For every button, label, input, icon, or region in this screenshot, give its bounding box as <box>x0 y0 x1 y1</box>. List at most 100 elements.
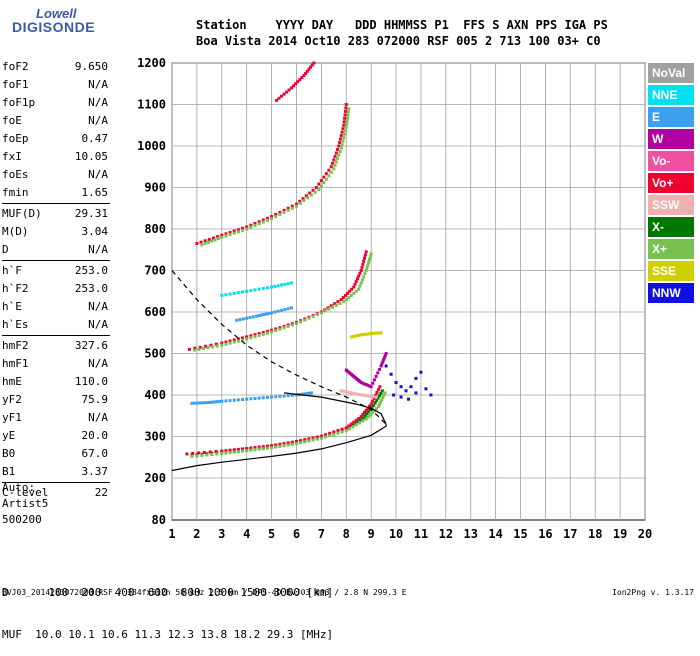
echo-point <box>362 275 366 279</box>
param-row: foEs N/A <box>2 166 108 184</box>
echo-point <box>356 420 360 424</box>
echo-point <box>341 127 345 131</box>
param-label: C-level <box>2 486 49 499</box>
echo-point <box>215 452 219 456</box>
echo-point <box>311 314 315 318</box>
echo-point <box>185 452 189 456</box>
echo-point <box>282 394 286 398</box>
echo-point <box>296 80 300 84</box>
echo-point <box>343 109 347 113</box>
param-row: B0 67.0 <box>2 445 108 463</box>
profile-solid-line <box>171 392 387 472</box>
echo-point <box>311 188 315 192</box>
echo-point <box>336 156 340 160</box>
echo-point <box>338 301 342 305</box>
param-row: h`E N/A <box>2 298 108 316</box>
echo-point <box>352 291 356 295</box>
param-separator <box>2 203 110 204</box>
echo-point <box>354 289 358 293</box>
echo-point <box>378 402 382 406</box>
echo-point <box>353 282 357 286</box>
echo-point <box>344 125 348 129</box>
echo-point <box>380 398 384 402</box>
echo-point <box>282 444 286 448</box>
echo-point <box>261 396 265 400</box>
echo-point <box>367 332 371 336</box>
echo-point <box>319 311 323 315</box>
echo-point <box>356 334 360 338</box>
echo-point <box>220 233 224 237</box>
param-value: N/A <box>88 243 108 256</box>
x-tick-label: 3 <box>218 527 225 541</box>
x-tick-label: 12 <box>439 527 453 541</box>
echo-point <box>232 229 236 233</box>
echo-point <box>366 332 370 336</box>
x-tick-label: 1 <box>168 527 175 541</box>
echo-point <box>202 401 206 405</box>
echo-point <box>195 242 199 246</box>
echo-point <box>346 110 350 114</box>
echo-point <box>336 300 340 304</box>
echo-point <box>317 182 321 186</box>
y-tick-label: 300 <box>144 430 166 444</box>
echo-point <box>290 440 294 444</box>
echo-point <box>380 389 384 393</box>
echo-point <box>280 94 284 98</box>
echo-point <box>270 330 274 334</box>
echo-point <box>304 71 308 75</box>
param-label: h`F2 <box>2 282 29 295</box>
echo-point <box>362 259 366 263</box>
echo-point <box>336 147 340 151</box>
y-tick-label: 700 <box>144 264 166 278</box>
echo-point <box>253 221 257 225</box>
echo-point <box>353 334 357 338</box>
echo-point <box>278 444 282 448</box>
param-label: h`E <box>2 300 22 313</box>
echo-point <box>364 250 368 254</box>
echo-point <box>241 290 245 294</box>
echo-point <box>199 401 203 405</box>
echo-point <box>265 329 269 333</box>
x-tick-label: 16 <box>538 527 552 541</box>
echo-point <box>257 314 261 318</box>
param-label: yF2 <box>2 393 22 406</box>
echo-point <box>303 438 307 442</box>
echo-point <box>394 381 398 385</box>
note-line: Artist5 <box>2 497 49 510</box>
echo-point <box>354 392 358 396</box>
echo-point <box>357 416 361 420</box>
echo-point <box>379 400 383 404</box>
echo-point <box>342 120 346 124</box>
param-value: 20.0 <box>81 429 109 442</box>
echo-point <box>382 356 386 360</box>
echo-point <box>249 223 253 227</box>
echo-point <box>315 435 319 439</box>
echo-point <box>286 441 290 445</box>
echo-point <box>339 146 343 150</box>
echo-point <box>286 443 290 447</box>
echo-point <box>361 333 365 337</box>
echo-point <box>278 210 282 214</box>
echo-point <box>245 397 249 401</box>
echo-point <box>236 337 240 341</box>
echo-point <box>349 293 353 297</box>
echo-point <box>314 186 318 189</box>
echo-point <box>367 410 371 414</box>
echo-point <box>261 332 265 336</box>
echo-point <box>346 113 350 117</box>
echo-point <box>338 137 342 141</box>
ionogram-chart: 1 2 3 4 5 6 7 8 9 10 11 12 13 14 15 16 17 18 19 20802003004… <box>137 56 652 541</box>
echo-point <box>379 364 383 368</box>
echo-point <box>241 449 245 453</box>
echo-point <box>207 237 211 241</box>
echo-point <box>307 316 311 320</box>
echo-point <box>286 307 290 311</box>
echo-point <box>346 291 350 295</box>
echo-point <box>241 228 245 232</box>
echo-point <box>302 199 306 203</box>
echo-point <box>224 232 228 236</box>
echo-point <box>303 318 307 322</box>
x-tick-label: 2 <box>193 527 200 541</box>
echo-point <box>274 445 278 449</box>
echo-point <box>340 427 344 431</box>
